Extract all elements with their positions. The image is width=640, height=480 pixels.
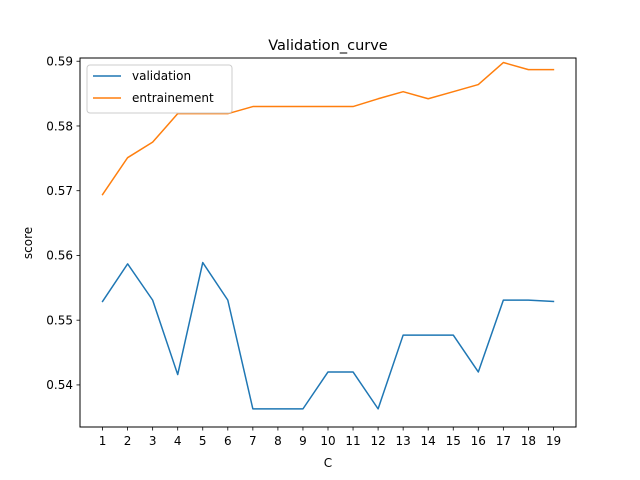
x-tick-label: 3 [149,434,157,448]
x-tick-label: 6 [224,434,232,448]
series-line-validation [101,261,555,410]
x-tick-label: 1 [99,434,107,448]
legend-label-validation: validation [132,69,191,83]
x-tick-label: 11 [345,434,360,448]
legend-label-entrainement: entrainement [132,91,214,105]
x-axis-ticks: 1 2 3 4 5 6 7 8 9 10 11 12 13 14 15 16 17 18 19 [99,427,561,448]
x-tick-label: 12 [370,434,385,448]
x-tick-label: 18 [521,434,536,448]
x-tick-label: 17 [496,434,511,448]
x-tick-label: 8 [274,434,282,448]
x-tick-label: 4 [174,434,182,448]
y-axis-label: score [21,227,35,259]
y-tick-label: 0.55 [46,313,73,327]
y-tick-label: 0.58 [46,119,73,133]
x-tick-label: 5 [199,434,207,448]
y-axis-ticks: 0.54 0.55 0.56 0.57 0.58 0.59 [46,55,80,392]
x-tick-label: 13 [396,434,411,448]
y-tick-label: 0.54 [46,378,73,392]
chart-title: Validation_curve [268,38,388,54]
plot-area: 1 2 3 4 5 6 7 8 9 10 11 12 13 14 15 16 17 18 19 0.540.550.… [46,55,577,448]
x-tick-label: 2 [124,434,132,448]
x-tick-label: 14 [421,434,436,448]
y-tick-label: 0.57 [46,184,73,198]
legend: validation entrainement [86,64,233,114]
x-tick-label: 19 [546,434,561,448]
x-tick-label: 7 [249,434,257,448]
legend-frame [86,64,233,114]
series-line-entrainement [101,61,555,196]
x-tick-label: 10 [320,434,335,448]
y-tick-label: 0.59 [46,55,73,69]
series-layer [101,61,555,410]
y-tick-label: 0.56 [46,249,73,263]
x-tick-label: 15 [446,434,461,448]
x-tick-label: 16 [471,434,486,448]
x-tick-label: 9 [299,434,307,448]
x-axis-label: C [324,456,332,470]
